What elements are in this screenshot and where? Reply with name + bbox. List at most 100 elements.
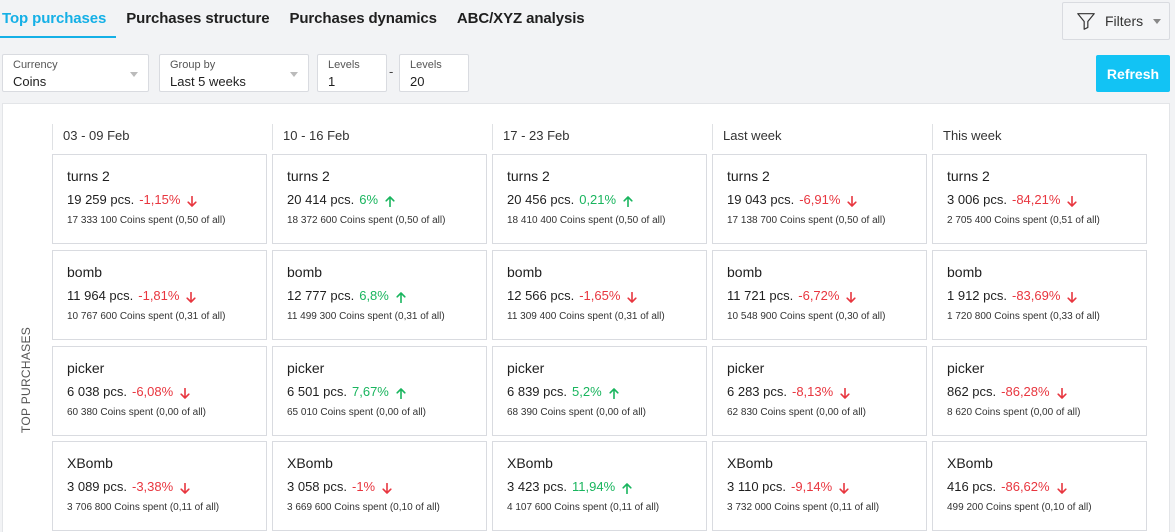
chevron-down-icon bbox=[130, 72, 138, 77]
arrow-up-icon bbox=[623, 195, 633, 207]
purchase-card[interactable]: picker 6 038 pcs. -6,08% 60 380 Coins spent… bbox=[52, 346, 267, 436]
currency-value: Coins bbox=[13, 74, 47, 89]
arrow-up-icon bbox=[396, 387, 406, 399]
pieces-count: 12 777 pcs. bbox=[287, 288, 355, 303]
percent-change: 6% bbox=[359, 192, 379, 207]
purchase-card[interactable]: bomb 11 721 pcs. -6,72% 10 548 900 Coins sp… bbox=[712, 250, 927, 340]
pieces-count: 6 501 pcs. bbox=[287, 384, 347, 399]
percent-change: -86,28% bbox=[1001, 384, 1050, 399]
coins-spent: 499 200 Coins spent (0,10 of all) bbox=[947, 502, 1092, 513]
pieces-count: 11 964 pcs. bbox=[67, 288, 134, 303]
chevron-down-icon bbox=[290, 72, 298, 77]
percent-change: -1,81% bbox=[138, 288, 180, 303]
purchase-card[interactable]: XBomb 3 089 pcs. -3,38% 3 706 800 Coins spe… bbox=[52, 441, 267, 531]
pieces-count: 11 721 pcs. bbox=[727, 288, 794, 303]
item-name: picker bbox=[507, 360, 545, 376]
column-header: This week bbox=[932, 124, 1152, 150]
coins-spent: 3 706 800 Coins spent (0,11 of all) bbox=[67, 502, 220, 513]
purchase-card[interactable]: XBomb 3 423 pcs. 11,94% 4 107 600 Coins spe… bbox=[492, 441, 707, 531]
count-line: 6 283 pcs. -8,13% bbox=[727, 384, 926, 400]
pieces-count: 6 283 pcs. bbox=[727, 384, 787, 399]
count-line: 11 721 pcs. -6,72% bbox=[727, 288, 926, 304]
column-header: 10 - 16 Feb bbox=[272, 124, 492, 150]
percent-change: -84,21% bbox=[1012, 192, 1061, 207]
pieces-count: 6 038 pcs. bbox=[67, 384, 127, 399]
arrow-down-icon bbox=[839, 482, 849, 494]
purchase-card[interactable]: picker 862 pcs. -86,28% 8 620 Coins spent (… bbox=[932, 346, 1147, 436]
percent-change: 0,21% bbox=[579, 192, 617, 207]
tab-abc-xyz-analysis[interactable]: ABC/XYZ analysis bbox=[456, 10, 585, 27]
levels-separator: - bbox=[389, 64, 394, 79]
currency-select[interactable]: Currency Coins bbox=[2, 54, 149, 92]
arrow-down-icon bbox=[382, 482, 392, 494]
arrow-down-icon bbox=[1056, 482, 1067, 494]
pieces-count: 862 pcs. bbox=[947, 384, 997, 399]
percent-change: -8,13% bbox=[792, 384, 834, 399]
tab-purchases-dynamics[interactable]: Purchases dynamics bbox=[289, 10, 437, 27]
purchase-card[interactable]: turns 2 20 456 pcs. 0,21% 18 410 400 Coins … bbox=[492, 154, 707, 244]
coins-spent: 62 830 Coins spent (0,00 of all) bbox=[727, 407, 866, 418]
item-name: bomb bbox=[507, 264, 543, 280]
purchase-card[interactable]: turns 2 19 043 pcs. -6,91% 17 138 700 Coins… bbox=[712, 154, 927, 244]
purchase-card[interactable]: bomb 1 912 pcs. -83,69% 1 720 800 Coins spe… bbox=[932, 250, 1147, 340]
levels-from-input[interactable]: Levels 1 bbox=[317, 54, 387, 92]
arrow-up-icon bbox=[622, 482, 632, 494]
purchase-card[interactable]: turns 2 20 414 pcs. 6% 18 372 600 Coins spe… bbox=[272, 154, 487, 244]
count-line: 1 912 pcs. -83,69% bbox=[947, 288, 1146, 304]
item-name: XBomb bbox=[287, 455, 333, 471]
side-label-text: TOP PURCHASES bbox=[19, 326, 33, 434]
count-line: 19 259 pcs. -1,15% bbox=[67, 192, 266, 208]
coins-spent: 1 720 800 Coins spent (0,33 of all) bbox=[947, 311, 1100, 322]
item-name: XBomb bbox=[67, 455, 113, 471]
coins-spent: 3 669 600 Coins spent (0,10 of all) bbox=[287, 502, 440, 513]
percent-change: -1,15% bbox=[139, 192, 181, 207]
purchase-card[interactable]: bomb 11 964 pcs. -1,81% 10 767 600 Coins sp… bbox=[52, 250, 267, 340]
item-name: bomb bbox=[727, 264, 763, 280]
coins-spent: 18 410 400 Coins spent (0,50 of all) bbox=[507, 215, 666, 226]
purchase-card[interactable]: XBomb 416 pcs. -86,62% 499 200 Coins spent … bbox=[932, 441, 1147, 531]
pieces-count: 20 414 pcs. bbox=[287, 192, 355, 207]
arrow-down-icon bbox=[846, 291, 857, 303]
coins-spent: 2 705 400 Coins spent (0,51 of all) bbox=[947, 215, 1100, 226]
coins-spent: 3 732 000 Coins spent (0,11 of all) bbox=[727, 502, 880, 513]
purchase-card[interactable]: picker 6 839 pcs. 5,2% 68 390 Coins spent (… bbox=[492, 346, 707, 436]
coins-spent: 11 499 300 Coins spent (0,31 of all) bbox=[287, 311, 445, 322]
pieces-count: 6 839 pcs. bbox=[507, 384, 567, 399]
group-by-select[interactable]: Group by Last 5 weeks bbox=[159, 54, 309, 92]
pieces-count: 3 058 pcs. bbox=[287, 479, 347, 494]
purchase-card[interactable]: turns 2 19 259 pcs. -1,15% 17 333 100 Coins… bbox=[52, 154, 267, 244]
item-name: picker bbox=[67, 360, 105, 376]
column-header: Last week bbox=[712, 124, 932, 150]
coins-spent: 17 333 100 Coins spent (0,50 of all) bbox=[67, 215, 226, 226]
pieces-count: 19 259 pcs. bbox=[67, 192, 135, 207]
count-line: 3 058 pcs. -1% bbox=[287, 479, 486, 495]
percent-change: -3,38% bbox=[132, 479, 174, 494]
percent-change: 7,67% bbox=[352, 384, 389, 399]
pieces-count: 3 006 pcs. bbox=[947, 192, 1007, 207]
filters-button[interactable]: Filters bbox=[1062, 2, 1170, 40]
arrow-down-icon bbox=[1067, 291, 1078, 303]
item-name: turns 2 bbox=[287, 168, 330, 184]
purchase-card[interactable]: XBomb 3 110 pcs. -9,14% 3 732 000 Coins spe… bbox=[712, 441, 927, 531]
purchase-card[interactable]: turns 2 3 006 pcs. -84,21% 2 705 400 Coins … bbox=[932, 154, 1147, 244]
tab-purchases-structure[interactable]: Purchases structure bbox=[126, 10, 270, 27]
arrow-up-icon bbox=[609, 387, 619, 399]
purchase-card[interactable]: XBomb 3 058 pcs. -1% 3 669 600 Coins spent … bbox=[272, 441, 487, 531]
count-line: 6 501 pcs. 7,67% bbox=[287, 384, 486, 400]
percent-change: -83,69% bbox=[1012, 288, 1061, 303]
count-line: 19 043 pcs. -6,91% bbox=[727, 192, 926, 208]
purchase-card[interactable]: picker 6 283 pcs. -8,13% 62 830 Coins spent… bbox=[712, 346, 927, 436]
item-name: bomb bbox=[67, 264, 103, 280]
refresh-button[interactable]: Refresh bbox=[1096, 55, 1170, 92]
coins-spent: 8 620 Coins spent (0,00 of all) bbox=[947, 407, 1081, 418]
pieces-count: 3 110 pcs. bbox=[727, 479, 787, 494]
levels-to-input[interactable]: Levels 20 bbox=[399, 54, 469, 92]
purchase-card[interactable]: picker 6 501 pcs. 7,67% 65 010 Coins spent … bbox=[272, 346, 487, 436]
count-line: 20 414 pcs. 6% bbox=[287, 192, 486, 208]
percent-change: -9,14% bbox=[791, 479, 833, 494]
purchase-card[interactable]: bomb 12 777 pcs. 6,8% 11 499 300 Coins spen… bbox=[272, 250, 487, 340]
item-name: XBomb bbox=[727, 455, 773, 471]
tab-top-purchases[interactable]: Top purchases bbox=[0, 0, 117, 38]
purchase-card[interactable]: bomb 12 566 pcs. -1,65% 11 309 400 Coins sp… bbox=[492, 250, 707, 340]
side-label: TOP PURCHASES bbox=[16, 326, 36, 434]
